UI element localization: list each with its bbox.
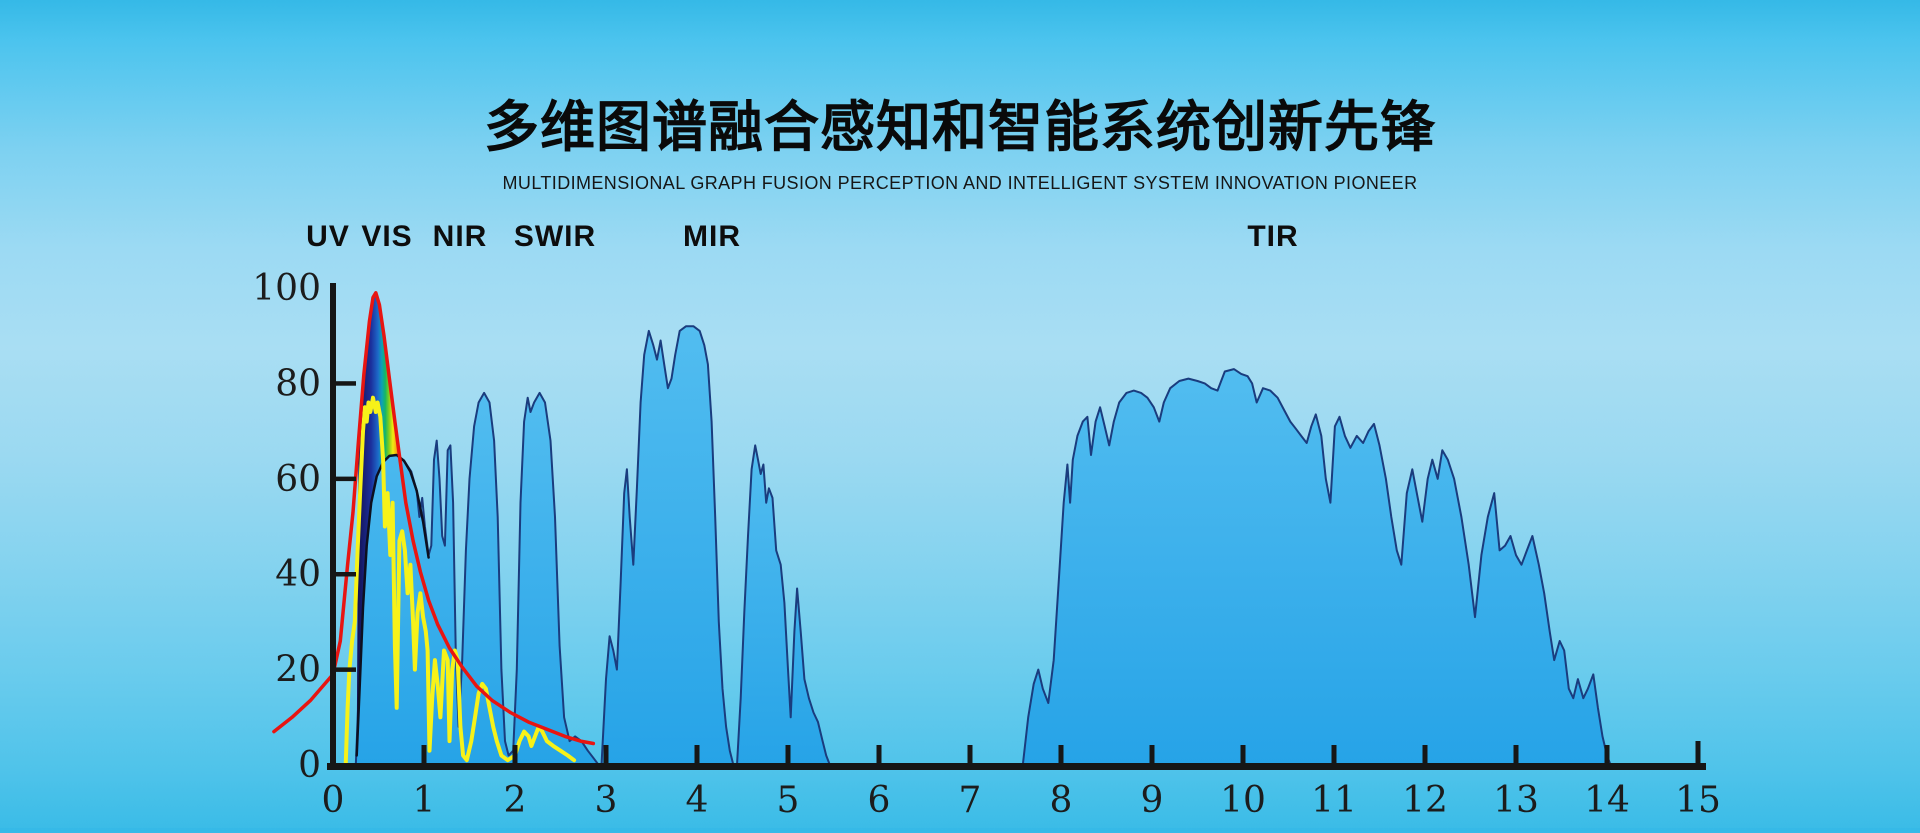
transmission-window-area: [736, 444, 831, 766]
y-tick: [336, 381, 356, 386]
x-tick: [1604, 745, 1610, 763]
black-envelope-curve: [355, 453, 430, 757]
x-tick: [1331, 745, 1337, 763]
band-label-swir: SWIR: [513, 220, 597, 253]
x-tick: [694, 745, 700, 763]
x-tick: [1422, 745, 1428, 763]
x-tick-label: 14: [1584, 780, 1630, 821]
band-label-vis: VIS: [361, 220, 413, 253]
x-tick-label: 10: [1220, 780, 1266, 821]
x-tick-label: 9: [1141, 780, 1164, 821]
x-tick: [785, 745, 791, 763]
y-tick-label: 80: [275, 363, 321, 404]
transmission-window-area: [600, 325, 735, 766]
y-tick: [336, 476, 356, 482]
red-blackbody-curve: [272, 291, 596, 746]
band-label-nir: NIR: [432, 220, 488, 253]
x-tick: [330, 745, 336, 763]
transmission-window-area: [1021, 368, 1612, 766]
x-tick-label: 11: [1311, 780, 1357, 821]
x-tick: [1695, 741, 1701, 763]
x-tick: [1058, 745, 1064, 763]
x-tick-label: 5: [777, 780, 800, 821]
x-tick-label: 13: [1493, 780, 1539, 821]
x-tick: [1149, 745, 1155, 763]
x-tick-label: 4: [686, 780, 709, 821]
band-label-tir: TIR: [1247, 220, 1299, 253]
band-label-mir: MIR: [683, 220, 741, 253]
y-axis-line: [330, 283, 336, 770]
y-tick: [336, 572, 356, 577]
x-tick-label: 3: [595, 780, 618, 821]
x-tick: [603, 745, 609, 763]
page-subtitle: MULTIDIMENSIONAL GRAPH FUSION PERCEPTION…: [502, 173, 1418, 194]
y-tick-label: 0: [298, 745, 321, 786]
y-tick-label: 20: [275, 650, 321, 691]
x-tick: [1513, 745, 1519, 763]
x-tick-label: 0: [322, 780, 345, 821]
y-tick-label: 60: [275, 459, 321, 500]
band-label-uv: UV: [306, 220, 350, 253]
page-title: 多维图谱融合感知和智能系统创新先锋: [483, 96, 1436, 158]
x-tick-label: 12: [1402, 780, 1448, 821]
y-tick-label: 100: [252, 268, 321, 309]
y-tick: [336, 667, 356, 672]
x-tick-label: 8: [1050, 780, 1073, 821]
x-tick-label: 2: [504, 780, 527, 821]
x-tick-label: 1: [413, 780, 436, 821]
x-tick: [967, 745, 973, 763]
header: 多维图谱融合感知和智能系统创新先锋 MULTIDIMENSIONAL GRAPH…: [0, 96, 1920, 194]
x-tick: [1240, 745, 1246, 763]
y-tick-label: 40: [275, 554, 321, 595]
x-tick-label: 7: [959, 780, 982, 821]
x-axis-line: [327, 763, 1706, 770]
x-tick: [512, 745, 518, 763]
x-tick: [876, 745, 882, 763]
x-tick-label: 15: [1675, 780, 1721, 821]
x-tick-label: 6: [868, 780, 891, 821]
x-tick: [421, 745, 427, 763]
